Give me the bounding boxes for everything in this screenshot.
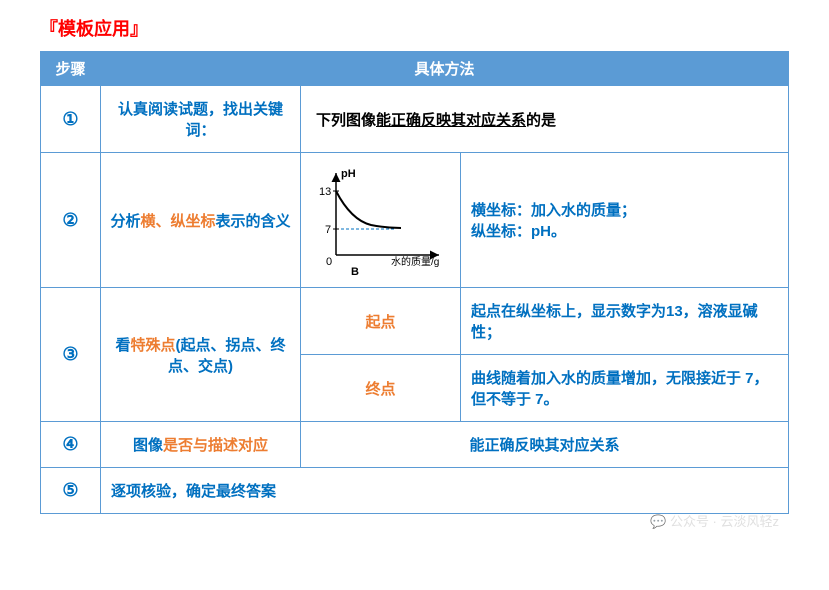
step-num-2: ② xyxy=(41,153,101,288)
row-2: ② 分析横、纵坐标表示的含义 pH 13 7 0 水的质量/g B 横坐标：加入… xyxy=(41,153,789,288)
step-label-2: 分析横、纵坐标表示的含义 xyxy=(101,153,301,288)
svg-text:B: B xyxy=(351,266,359,275)
svg-text:水的质量/g: 水的质量/g xyxy=(391,255,439,268)
step-label-4: 图像是否与描述对应 xyxy=(101,422,301,468)
step-label-1: 认真阅读试题，找出关键词： xyxy=(101,86,301,153)
step-num-1: ① xyxy=(41,86,101,153)
ph-chart: pH 13 7 0 水的质量/g B xyxy=(311,165,451,275)
question-text: 下列图像能正确反映其对应关系的是 xyxy=(301,86,789,153)
row-3a: ③ 看特殊点(起点、拐点、终点、交点) 起点 起点在纵坐标上，显示数字为13，溶… xyxy=(41,288,789,355)
desc-4: 能正确反映其对应关系 xyxy=(301,422,789,468)
svg-text:7: 7 xyxy=(325,224,331,236)
desc-start: 起点在纵坐标上，显示数字为13，溶液显碱性； xyxy=(461,288,789,355)
step-num-3: ③ xyxy=(41,288,101,422)
step-num-5: ⑤ xyxy=(41,468,101,514)
step-label-5: 逐项核验，确定最终答案 xyxy=(101,468,789,514)
watermark: 💬 公众号 · 云淡风轻z xyxy=(650,511,779,530)
template-table: 步骤 具体方法 ① 认真阅读试题，找出关键词： 下列图像能正确反映其对应关系的是… xyxy=(40,51,789,514)
svg-text:pH: pH xyxy=(341,168,356,180)
point-end: 终点 xyxy=(301,355,461,422)
axis-desc: 横坐标：加入水的质量； 纵坐标：pH。 xyxy=(461,153,789,288)
row-1: ① 认真阅读试题，找出关键词： 下列图像能正确反映其对应关系的是 xyxy=(41,86,789,153)
step-label-3: 看特殊点(起点、拐点、终点、交点) xyxy=(101,288,301,422)
svg-text:13: 13 xyxy=(319,186,331,198)
header-method: 具体方法 xyxy=(101,52,789,86)
chart-cell: pH 13 7 0 水的质量/g B xyxy=(301,153,461,288)
desc-end: 曲线随着加入水的质量增加，无限接近于 7，但不等于 7。 xyxy=(461,355,789,422)
row-4: ④ 图像是否与描述对应 能正确反映其对应关系 xyxy=(41,422,789,468)
section-title: 『模板应用』 xyxy=(40,15,789,41)
step-num-4: ④ xyxy=(41,422,101,468)
row-5: ⑤ 逐项核验，确定最终答案 xyxy=(41,468,789,514)
point-start: 起点 xyxy=(301,288,461,355)
header-row: 步骤 具体方法 xyxy=(41,52,789,86)
svg-text:0: 0 xyxy=(326,256,332,268)
header-step: 步骤 xyxy=(41,52,101,86)
